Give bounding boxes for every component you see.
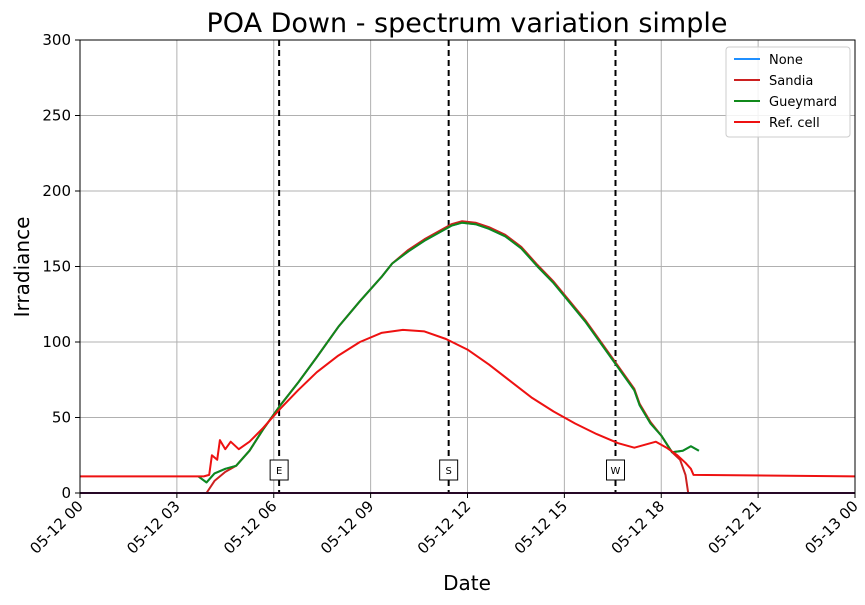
x-tick-label: 05-12 00 [26,497,86,557]
legend-label: Ref. cell [769,116,820,131]
marker-label: S [445,466,451,477]
legend-item: None [734,53,803,68]
x-tick-label: 05-12 12 [414,497,474,557]
y-tick-label: 100 [42,333,71,351]
series-line-gueymard [197,221,700,484]
y-tick-label: 250 [42,107,71,125]
y-tick-label: 300 [42,31,71,49]
y-tick-label: 0 [61,484,71,502]
marker-box [606,459,626,481]
legend-item: Sandia [734,74,813,89]
vertical-marker-s: S [439,40,459,493]
vertical-marker-w: W [606,40,626,493]
y-tick-label: 150 [42,258,71,276]
legend-frame [725,46,851,138]
series-line-ref-cell [80,328,856,478]
series-lines [80,220,856,494]
x-axis: 05-12 00 05-12 03 05-12 06 05-12 09 05-12 12… [26,493,862,558]
marker-box [269,459,289,481]
x-tick-label: 05-12 18 [608,497,668,557]
legend-item: Ref. cell [734,116,820,131]
x-tick-label: 05-12 21 [705,497,765,557]
vertical-marker-e: E [269,40,289,493]
legend: None Sandia Gueymard Ref. cell [725,46,851,138]
legend-label: None [769,53,803,68]
legend-item: Gueymard [734,95,837,110]
x-tick-label: 05-12 06 [220,497,280,557]
marker-label: W [611,466,621,477]
marker-label: E [276,466,282,477]
y-tick-label: 200 [42,182,71,200]
legend-label: Sandia [769,74,813,89]
x-tick-label: 05-12 15 [511,497,571,557]
x-axis-title: Date [443,571,491,595]
x-tick-label: 05-12 09 [317,497,377,557]
y-tick-label: 50 [52,409,71,427]
x-tick-label: 05-13 00 [801,497,861,557]
y-axis-title: Irradiance [10,217,34,318]
x-tick-label: 05-12 03 [123,497,183,557]
marker-box [439,459,459,481]
y-axis: 0 50 100 150 200 250 300 [42,31,80,502]
legend-label: Gueymard [769,95,837,110]
chart-title: POA Down - spectrum variation simple [207,8,728,39]
